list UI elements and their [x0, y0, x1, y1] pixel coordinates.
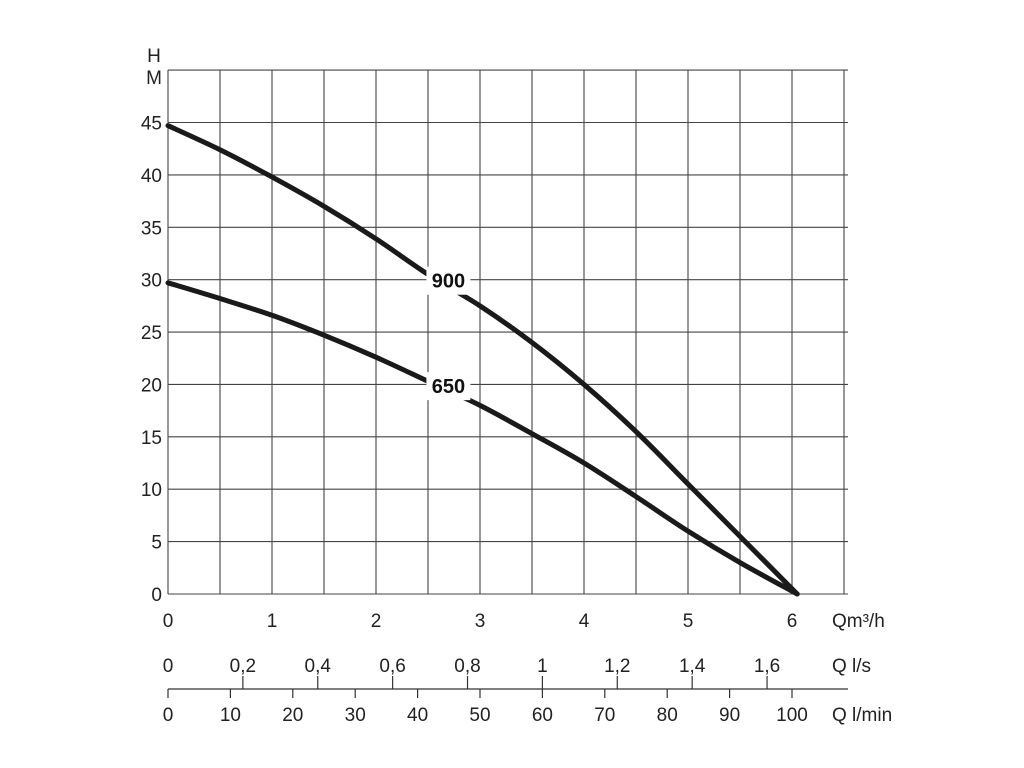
- y-axis: H M 0 5 10 15 20 25 30 35 40 45: [141, 46, 162, 606]
- y-tick-label: 30: [141, 271, 162, 292]
- curve-label-backing: [426, 372, 471, 401]
- performance-curves: [165, 123, 800, 597]
- y-axis-title-m: M: [146, 68, 162, 89]
- lmin-tick-label: 80: [657, 705, 678, 726]
- curve-900: [165, 123, 800, 597]
- y-tick-label: 35: [141, 218, 162, 239]
- x-axis-unit-lmin: Q l/min: [832, 705, 892, 726]
- lmin-tick-label: 50: [469, 705, 490, 726]
- curve-650: [165, 280, 800, 597]
- grid: [167, 69, 848, 595]
- x-tick-label: 3: [475, 611, 486, 632]
- y-tick-label: 40: [141, 166, 162, 187]
- x-tick-label: 6: [787, 611, 798, 632]
- ls-tick-label: 1,6: [754, 656, 780, 677]
- x-axis-flow-lmin: Q l/min 0 10 20 30 40 50 60 70 80 90 100: [163, 688, 892, 726]
- ls-tick-label: 0: [163, 656, 174, 677]
- lmin-tick-label: 100: [776, 705, 808, 726]
- curve-label-650: 650: [432, 376, 465, 398]
- x-axis-flow-m3h: Qm³/h 0 1 2 3 4 5 6: [163, 611, 885, 632]
- y-tick-label: 5: [151, 533, 162, 554]
- curve-label-900: 900: [432, 271, 465, 293]
- x-tick-label: 5: [683, 611, 694, 632]
- lmin-tick-label: 40: [407, 705, 428, 726]
- y-tick-label: 15: [141, 428, 162, 449]
- lmin-tick-label: 0: [163, 705, 174, 726]
- lmin-tick-label: 10: [220, 705, 241, 726]
- y-tick-label: 25: [141, 323, 162, 344]
- y-tick-label: 20: [141, 375, 162, 396]
- x-tick-label: 0: [163, 611, 174, 632]
- ls-tick-label: 0,8: [454, 656, 480, 677]
- ls-tick-label: 0,6: [379, 656, 405, 677]
- x-axis-unit-m3h: Qm³/h: [832, 611, 885, 632]
- curve-labels: 900 650: [426, 266, 471, 401]
- lmin-tick-label: 20: [282, 705, 303, 726]
- x-axis-flow-ls: Q l/s 0 0,2 0,4 0,6 0,8 1 1,2 1,4 1,6: [163, 656, 871, 689]
- lmin-tick-label: 90: [719, 705, 740, 726]
- ls-tick-label: 0,2: [230, 656, 256, 677]
- ls-tick-label: 0,4: [305, 656, 332, 677]
- y-tick-label: 0: [151, 585, 162, 606]
- x-axis-unit-ls: Q l/s: [832, 656, 871, 677]
- x-tick-label: 2: [371, 611, 382, 632]
- lmin-tick-label: 70: [594, 705, 615, 726]
- ls-tick-label: 1,4: [679, 656, 706, 677]
- curve-label-backing: [426, 266, 471, 295]
- lmin-tick-label: 60: [532, 705, 553, 726]
- x-tick-label: 1: [267, 611, 278, 632]
- y-tick-label: 10: [141, 480, 162, 501]
- y-tick-label: 45: [141, 114, 162, 135]
- lmin-tick-label: 30: [345, 705, 366, 726]
- y-axis-title-h: H: [147, 46, 161, 67]
- x-tick-label: 4: [579, 611, 590, 632]
- ls-tick-label: 1: [537, 656, 548, 677]
- ls-tick-label: 1,2: [604, 656, 630, 677]
